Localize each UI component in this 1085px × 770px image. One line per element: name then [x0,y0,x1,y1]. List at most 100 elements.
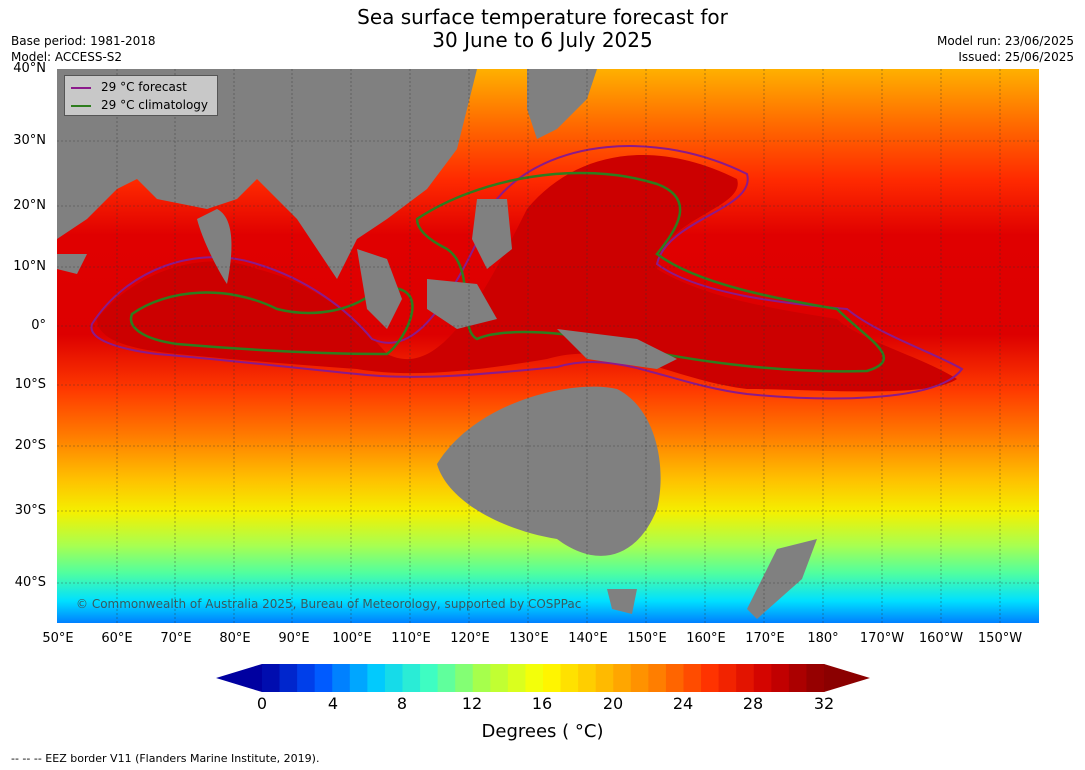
lat-label-10s: 10°S [14,377,46,392]
lat-label-30n: 30°N [13,133,46,148]
borneo [427,279,497,329]
lon-label: 80°E [219,631,251,646]
colorbar-bin [367,664,386,692]
philippines [472,199,512,269]
lat-label-30s: 30°S [14,503,46,518]
colorbar-label: Degrees ( °C) [481,721,604,742]
asia-landmass [57,69,477,279]
issued-date: Issued: 25/06/2025 [958,50,1074,64]
colorbar-bin [490,664,509,692]
australia [437,386,661,556]
lon-label: 90°E [278,631,310,646]
colorbar-bin [806,664,825,692]
lat-label-40s: 40°S [14,575,46,590]
copyright-notice: © Commonwealth of Australia 2025, Bureau… [76,597,582,611]
colorbar-bin [384,664,403,692]
tasmania [607,589,637,614]
colorbar-bin [665,664,684,692]
colorbar-min-arrow [216,664,262,692]
colorbar-bin [648,664,667,692]
malay-peninsula [357,249,402,329]
model-name: Model: ACCESS-S2 [11,50,123,64]
sst-map [57,69,1039,623]
meta-left: Base period: 1981-2018 Model: ACCESS-S2 [11,33,156,65]
colorbar-tick: 8 [396,694,408,713]
colorbar-bin [595,664,614,692]
forecast-swatch [71,86,91,89]
colorbar-bin [402,664,421,692]
meta-right: Model run: 23/06/2025 Issued: 25/06/2025 [937,33,1074,65]
korea-japan-region [527,69,597,139]
lon-label: 160°W [918,631,964,646]
colorbar [216,664,870,692]
colorbar-bin [718,664,737,692]
map-title-line1: Sea surface temperature forecast for [357,5,728,29]
colorbar-bin [683,664,702,692]
lon-label: 60°E [101,631,133,646]
colorbar-bin [455,664,474,692]
lat-label-0: 0° [31,318,46,333]
model-run: Model run: 23/06/2025 [936,34,1074,48]
india-peninsula [197,209,232,284]
colorbar-bin [349,664,368,692]
climatology-29c-contour-west [129,286,414,356]
map-title-line2: 30 June to 6 July 2025 [432,28,653,52]
colorbar-tick: 28 [742,694,764,713]
lon-label: 170°E [745,631,785,646]
legend-forecast-label: 29 °C forecast [101,80,187,94]
lon-label: 70°E [160,631,192,646]
colorbar-bin [630,664,649,692]
colorbar-tick: 24 [672,694,694,713]
colorbar-bin [262,664,281,692]
colorbar-bin [771,664,790,692]
base-period: Base period: 1981-2018 [11,34,156,48]
colorbar-max-arrow [824,664,870,692]
legend-item-forecast: 29 °C forecast [71,78,187,96]
colorbar-bin [701,664,720,692]
lon-label: 100°E [332,631,372,646]
colorbar-tick: 4 [327,694,339,713]
colorbar-tick: 0 [256,694,268,713]
colorbar-bin [314,664,333,692]
colorbar-bin [279,664,298,692]
lon-label: 140°E [568,631,608,646]
colorbar-bin [613,664,632,692]
new-zealand [747,539,817,619]
lon-label: 150°E [627,631,667,646]
graticule [57,69,1039,623]
colorbar-bin [297,664,316,692]
lon-label: 120°E [450,631,490,646]
legend-item-climatology: 29 °C climatology [71,96,208,114]
lon-label: 110°E [391,631,431,646]
climatology-swatch [71,104,91,107]
lat-label-20s: 20°S [14,438,46,453]
colorbar-bin [543,664,562,692]
lon-label: 180° [807,631,839,646]
colorbar-tick: 12 [461,694,483,713]
africa-horn [57,254,87,274]
legend-climatology-label: 29 °C climatology [101,98,209,112]
lon-label: 50°E [42,631,74,646]
lon-label: 160°E [686,631,726,646]
colorbar-bin [437,664,456,692]
colorbar-bin [420,664,439,692]
colorbar-bin [788,664,807,692]
eez-footnote: -- -- -- EEZ border V11 (Flanders Marine… [11,752,320,765]
colorbar-tick: 32 [813,694,835,713]
warm-pool-region [97,155,957,392]
colorbar-bin [753,664,772,692]
lat-label-40n: 40°N [13,61,46,76]
colorbar-tick: 20 [602,694,624,713]
colorbar-bin [507,664,526,692]
colorbar-tick: 16 [531,694,553,713]
colorbar-bin [472,664,491,692]
colorbar-bin [560,664,579,692]
colorbar-bin [525,664,544,692]
colorbar-bin [578,664,597,692]
colorbar-bin [736,664,755,692]
map-legend: 29 °C forecast 29 °C climatology [64,75,218,116]
colorbar-bin [332,664,351,692]
lon-label: 170°W [859,631,905,646]
lon-label: 130°E [509,631,549,646]
lon-label: 150°W [977,631,1023,646]
